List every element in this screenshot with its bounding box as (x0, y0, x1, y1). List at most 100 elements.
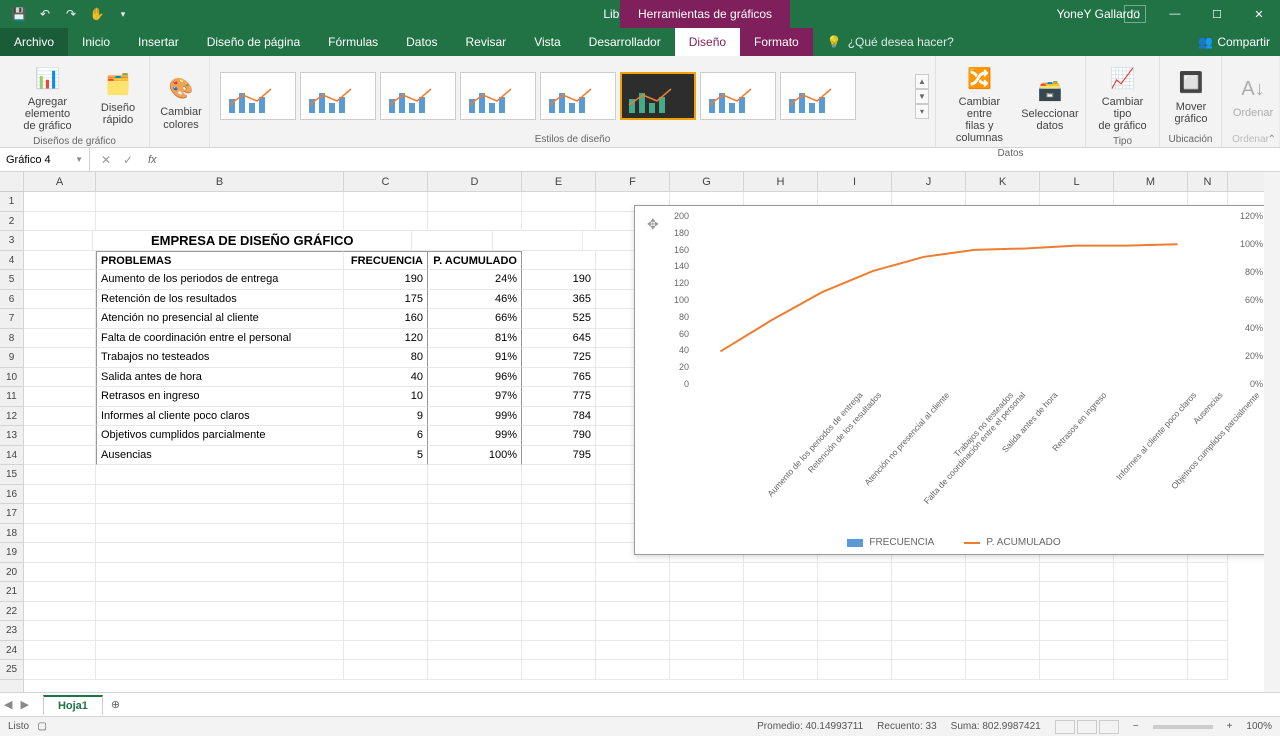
row-header-9[interactable]: 9 (0, 348, 23, 368)
cell[interactable]: Atención no presencial al cliente (96, 309, 344, 329)
tab-diseno-pagina[interactable]: Diseño de página (193, 28, 314, 56)
cell[interactable] (670, 602, 744, 622)
cell[interactable] (24, 212, 96, 232)
tab-diseno[interactable]: Diseño (675, 28, 740, 56)
cell[interactable]: 790 (522, 426, 596, 446)
cell[interactable] (24, 563, 96, 583)
row-header-18[interactable]: 18 (0, 524, 23, 544)
cell[interactable]: 6 (344, 426, 428, 446)
tab-datos[interactable]: Datos (392, 28, 451, 56)
undo-icon[interactable]: ↶ (34, 3, 56, 25)
cell[interactable] (96, 465, 344, 485)
cell[interactable]: Objetivos cumplidos parcialmente (96, 426, 344, 446)
cell[interactable]: 784 (522, 407, 596, 427)
col-header-A[interactable]: A (24, 172, 96, 191)
cell[interactable]: Retrasos en ingreso (96, 387, 344, 407)
cell[interactable] (818, 621, 892, 641)
name-box[interactable]: Gráfico 4 ▼ (0, 148, 90, 171)
row-header-11[interactable]: 11 (0, 387, 23, 407)
cell[interactable] (892, 563, 966, 583)
style-1[interactable] (220, 72, 296, 120)
cell[interactable] (24, 329, 96, 349)
macro-record-icon[interactable]: ▢ (37, 721, 46, 732)
sheet-nav-next-icon[interactable]: ▶ (16, 698, 32, 711)
accept-formula-icon[interactable]: ✓ (118, 153, 138, 167)
cell[interactable]: Retención de los resultados (96, 290, 344, 310)
cell[interactable] (24, 621, 96, 641)
style-5[interactable] (540, 72, 616, 120)
chart-object[interactable]: ✥ 200180160140120100806040200 120%100%80… (634, 205, 1264, 555)
cell[interactable] (24, 348, 96, 368)
tell-me[interactable]: 💡¿Qué desea hacer? (813, 28, 968, 56)
cell[interactable] (24, 426, 96, 446)
cell[interactable]: 160 (344, 309, 428, 329)
cell[interactable] (344, 504, 428, 524)
cell[interactable] (892, 582, 966, 602)
row-header-13[interactable]: 13 (0, 426, 23, 446)
cell[interactable] (24, 524, 96, 544)
cell[interactable] (1040, 621, 1114, 641)
cell[interactable] (1188, 563, 1228, 583)
row-header-2[interactable]: 2 (0, 212, 23, 232)
row-header-8[interactable]: 8 (0, 329, 23, 349)
style-6[interactable] (620, 72, 696, 120)
cell[interactable] (522, 621, 596, 641)
cell[interactable] (96, 485, 344, 505)
tab-insertar[interactable]: Insertar (124, 28, 193, 56)
cell[interactable] (412, 231, 493, 251)
cell[interactable]: 24% (428, 270, 522, 290)
cell[interactable] (344, 602, 428, 622)
cell[interactable] (670, 563, 744, 583)
cell[interactable]: 100% (428, 446, 522, 466)
cell[interactable] (670, 641, 744, 661)
col-header-K[interactable]: K (966, 172, 1040, 191)
row-header-7[interactable]: 7 (0, 309, 23, 329)
cell[interactable] (96, 504, 344, 524)
cell[interactable] (96, 582, 344, 602)
cell[interactable] (744, 621, 818, 641)
cell[interactable]: Informes al cliente poco claros (96, 407, 344, 427)
cell[interactable]: 10 (344, 387, 428, 407)
row-header-24[interactable]: 24 (0, 641, 23, 661)
cell[interactable] (428, 641, 522, 661)
cell[interactable] (966, 582, 1040, 602)
cell[interactable]: 120 (344, 329, 428, 349)
cell[interactable]: 97% (428, 387, 522, 407)
cell[interactable] (670, 582, 744, 602)
change-chart-type-button[interactable]: 📈 Cambiar tipo de gráfico (1092, 60, 1153, 134)
save-icon[interactable]: 💾 (8, 3, 30, 25)
cell[interactable] (428, 485, 522, 505)
cell[interactable] (24, 270, 96, 290)
cell[interactable] (96, 192, 344, 212)
cell[interactable] (522, 563, 596, 583)
row-header-4[interactable]: 4 (0, 251, 23, 271)
move-chart-button[interactable]: 🔲 Mover gráfico (1166, 65, 1216, 127)
cell[interactable] (344, 641, 428, 661)
cell[interactable] (966, 563, 1040, 583)
row-header-5[interactable]: 5 (0, 270, 23, 290)
row-header-22[interactable]: 22 (0, 602, 23, 622)
chart-style-gallery[interactable]: ▲ ▼ ▾ (216, 60, 929, 132)
cell[interactable] (596, 641, 670, 661)
cell[interactable] (428, 563, 522, 583)
cell[interactable] (522, 212, 596, 232)
maximize-button[interactable]: ☐ (1196, 0, 1238, 28)
minimize-button[interactable]: — (1154, 0, 1196, 28)
cell[interactable] (522, 524, 596, 544)
cell[interactable] (818, 563, 892, 583)
cell[interactable] (344, 563, 428, 583)
select-data-button[interactable]: 🗃️ Seleccionar datos (1021, 72, 1079, 134)
cell[interactable] (522, 465, 596, 485)
row-header-15[interactable]: 15 (0, 465, 23, 485)
cell[interactable] (24, 465, 96, 485)
cell[interactable] (1040, 660, 1114, 680)
col-header-D[interactable]: D (428, 172, 522, 191)
cell[interactable] (818, 602, 892, 622)
cell[interactable] (596, 602, 670, 622)
style-8[interactable] (780, 72, 856, 120)
zoom-slider[interactable] (1153, 725, 1213, 729)
cell[interactable] (522, 602, 596, 622)
cell[interactable] (96, 524, 344, 544)
cell[interactable] (818, 641, 892, 661)
row-header-19[interactable]: 19 (0, 543, 23, 563)
